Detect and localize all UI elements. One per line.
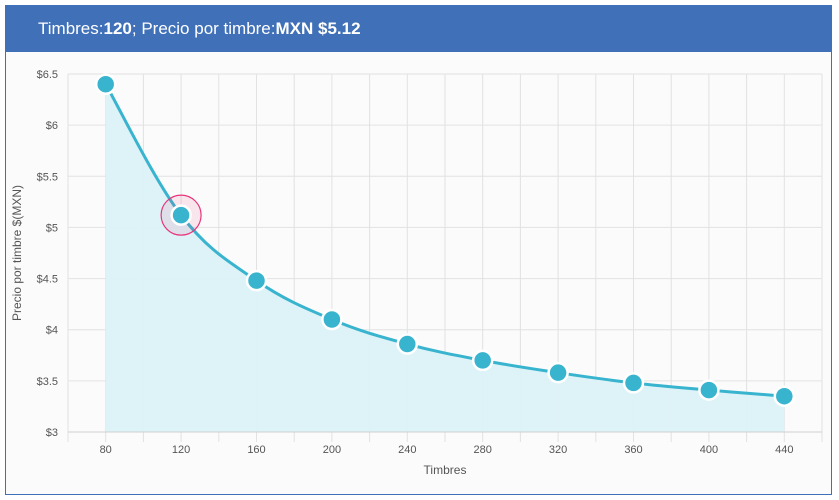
data-point[interactable] [698, 379, 720, 401]
chart-area-fill [105, 84, 785, 432]
x-tick-label: 80 [100, 444, 112, 456]
data-point[interactable] [547, 361, 569, 384]
price-label: Precio por timbre: [141, 19, 276, 38]
y-tick-label: $5 [46, 222, 58, 234]
chart-header: Timbres:120; Precio por timbre:MXN $5.12 [6, 6, 831, 52]
data-point[interactable] [773, 385, 796, 407]
y-tick-label: $3 [46, 427, 58, 439]
x-tick-group: 80 120 160 200 240 280 320 360 400 440 [100, 444, 794, 456]
data-point[interactable] [321, 308, 343, 331]
data-point[interactable] [396, 333, 419, 355]
x-tick-label: 200 [323, 444, 341, 456]
y-tick-label: $3.5 [37, 376, 58, 388]
y-tick-label: $6.5 [37, 69, 58, 81]
units-label: Timbres: [38, 19, 104, 38]
x-tick-label: 360 [624, 444, 642, 456]
y-tick-label: $5.5 [37, 171, 58, 183]
selected-data-point[interactable] [170, 204, 192, 226]
x-tick-label: 400 [700, 444, 718, 456]
chart-points [94, 73, 796, 407]
x-tick-label: 280 [474, 444, 492, 456]
price-value: MXN $5.12 [275, 19, 361, 38]
y-tick-label: $4.5 [37, 274, 58, 286]
y-tick-label: $6 [46, 120, 58, 132]
units-value: 120 [103, 19, 132, 38]
x-tick-label: 160 [247, 444, 265, 456]
data-point[interactable] [622, 372, 645, 394]
x-tick-label: 240 [398, 444, 416, 456]
x-tick-label: 320 [549, 444, 567, 456]
data-point[interactable] [94, 73, 117, 95]
x-tick-label: 120 [172, 444, 190, 456]
x-tick-label: 440 [775, 444, 793, 456]
y-axis-title: Precio por timbre $(MXN) [10, 185, 24, 321]
data-point[interactable] [471, 349, 494, 372]
data-point[interactable] [245, 269, 268, 292]
y-tick-group: $3 $3.5 $4 $4.5 $5 $5.5 $6 $6.5 [37, 69, 58, 439]
x-axis-title: Timbres [424, 463, 467, 477]
y-tick-label: $4 [46, 325, 58, 337]
header-separator: ; [131, 19, 142, 38]
